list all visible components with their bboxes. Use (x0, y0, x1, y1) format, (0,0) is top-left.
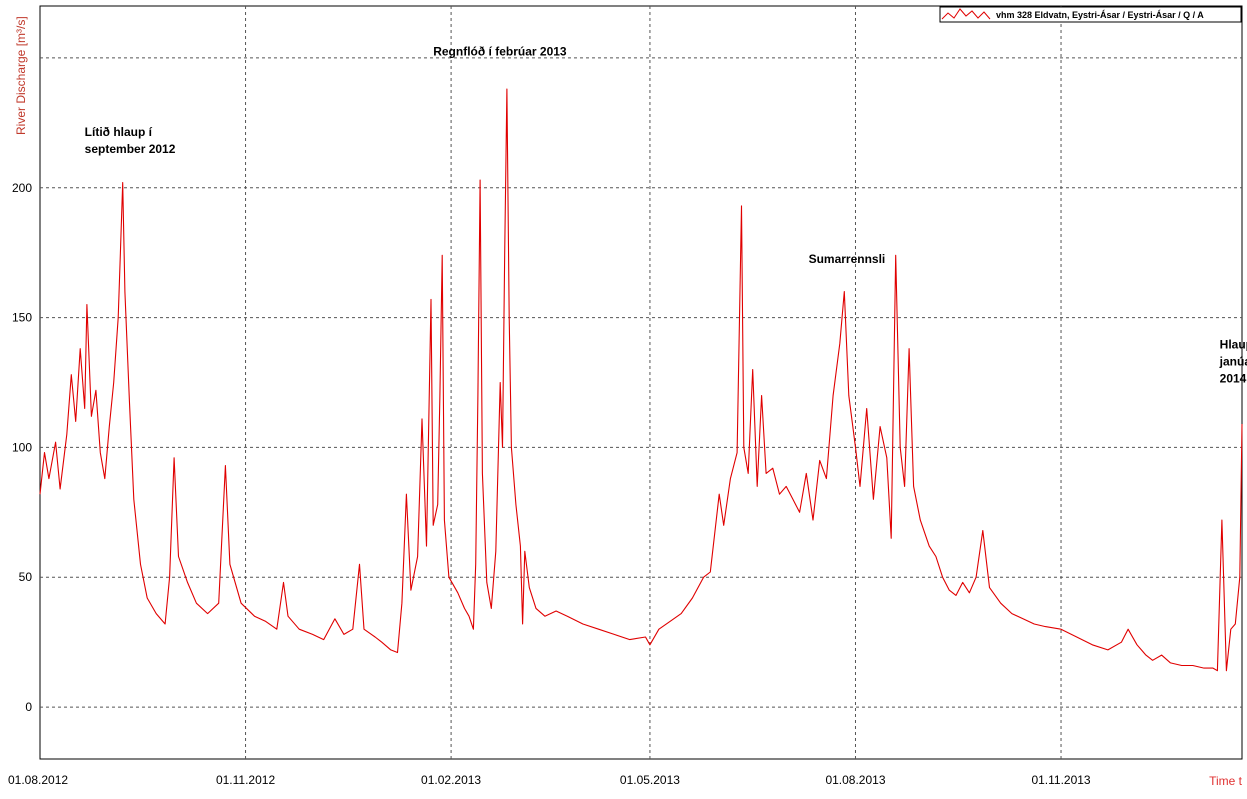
annotation-label: Sumarrennsli (809, 252, 886, 266)
y-axis-label: River Discharge [m³/s] (14, 16, 28, 135)
x-tick-label: 01.11.2012 (216, 773, 275, 787)
y-tick-label: 50 (19, 570, 33, 584)
x-tick-label: 01.08.2012 (8, 773, 68, 787)
annotations: Lítið hlaup í september 2012 Regnflóð í fe… (85, 44, 1247, 385)
y-tick-label: 200 (12, 181, 32, 195)
annotation-line: september 2012 (85, 142, 176, 156)
x-tick-label: 01.08.2013 (825, 773, 885, 787)
y-tick-label: 100 (12, 440, 32, 454)
annotation-line: Hlaup í (1220, 338, 1247, 352)
legend-box (939, 6, 1242, 23)
annotation-label: Hlaup í janúar 2014 (1219, 338, 1247, 386)
x-tick-label: 01.02.2013 (421, 773, 481, 787)
annotation-line: Sumarrennsli (809, 252, 886, 266)
annotation-label: Regnflóð í febrúar 2013 (433, 44, 567, 58)
plot-area (39, 5, 1243, 760)
annotation-line: janúar (1219, 355, 1247, 369)
legend: vhm 328 Eldvatn, Eystri-Ásar / Eystri-Ás… (939, 6, 1242, 23)
y-tick-label: 150 (12, 311, 32, 325)
x-tick-label: 01.11.2013 (1031, 773, 1090, 787)
annotation-line: 2014 (1220, 372, 1247, 386)
legend-swatch-line (941, 8, 991, 20)
grid (40, 6, 1242, 759)
axis-ticks: 0 50 100 150 200 01.08.2012 01.11.2012 01.02.20… (8, 181, 1091, 787)
x-axis-label: Time t (1209, 774, 1243, 788)
y-tick-label: 0 (25, 700, 32, 714)
x-tick-label: 01.05.2013 (620, 773, 680, 787)
series-layer (39, 88, 1243, 672)
annotation-label: Lítið hlaup í september 2012 (85, 125, 176, 156)
series-line (39, 88, 1243, 672)
legend-entry: vhm 328 Eldvatn, Eystri-Ásar / Eystri-Ás… (996, 10, 1204, 20)
annotation-line: Regnflóð í febrúar 2013 (433, 44, 567, 58)
annotation-line: Lítið hlaup í (85, 125, 153, 139)
